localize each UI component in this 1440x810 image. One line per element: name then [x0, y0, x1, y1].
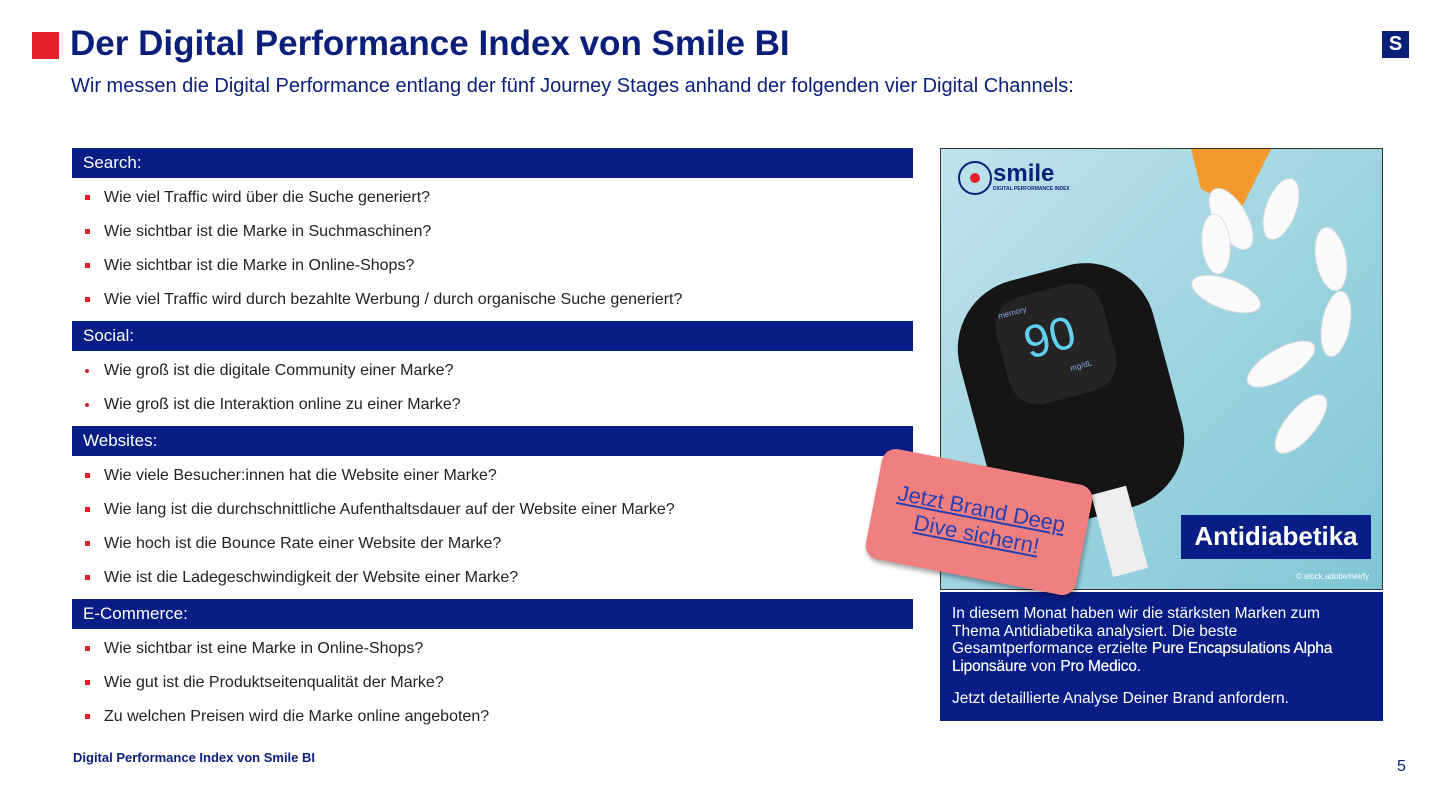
question: Wie groß ist die Interaktion online zu e… [72, 388, 913, 422]
section-heading: E-Commerce: [72, 599, 913, 629]
title-marker [32, 32, 59, 59]
sections: Search: Wie viel Traffic wird über die Su… [72, 148, 913, 738]
question: Wie viele Besucher:innen hat die Website… [72, 459, 913, 493]
section-items: Wie sichtbar ist eine Marke in Online-Sh… [72, 632, 913, 734]
section-heading: Websites: [72, 426, 913, 456]
section-heading: Social: [72, 321, 913, 351]
logo-text: smile [993, 160, 1054, 187]
logo-mark [958, 161, 992, 195]
question: Wie sichtbar ist eine Marke in Online-Sh… [72, 632, 913, 666]
subtitle: Wir messen die Digital Performance entla… [71, 75, 1074, 97]
info-box: In diesem Monat haben wir die stärksten … [940, 592, 1383, 721]
meter-screen [995, 283, 1117, 405]
question: Wie groß ist die digitale Community eine… [72, 354, 913, 388]
text: . [1136, 657, 1142, 675]
question: Wie viel Traffic wird über die Suche gen… [72, 181, 913, 215]
question: Wie ist die Ladegeschwindigkeit der Webs… [72, 561, 913, 595]
page-number: 5 [1397, 758, 1406, 775]
section-items: Wie groß ist die digitale Community eine… [72, 354, 913, 422]
question: Zu welchen Preisen wird die Marke online… [72, 700, 913, 734]
info-text: In diesem Monat haben wir die stärksten … [952, 605, 1371, 675]
text: In diesem Monat haben wir die stärksten … [952, 605, 1320, 657]
question: Wie lang ist die durchschnittliche Aufen… [72, 493, 913, 527]
pills [1191, 177, 1352, 454]
section-items: Wie viele Besucher:innen hat die Website… [72, 459, 913, 595]
image-credit: © stock.adobe/neirfy [1296, 572, 1369, 581]
brand-icon: S [1382, 31, 1409, 58]
title: Der Digital Performance Index von Smile … [70, 24, 790, 63]
highlight: Pro Medico [1060, 657, 1137, 675]
footer: Digital Performance Index von Smile BI [73, 750, 316, 765]
logo-tagline: DIGITAL PERFORMANCE INDEX [993, 186, 1070, 192]
test-strip [1091, 485, 1149, 578]
question: Wie gut ist die Produktseitenqualität de… [72, 666, 913, 700]
question: Wie hoch ist die Bounce Rate einer Websi… [72, 527, 913, 561]
highlight: Pure Encapsulations Alpha Liponsäure [952, 640, 1333, 675]
label-box [1181, 515, 1371, 559]
section-items: Wie viel Traffic wird über die Suche gen… [72, 181, 913, 317]
image-label: Antidiabetika [1194, 521, 1358, 551]
text: von [1026, 657, 1061, 675]
question: Wie sichtbar ist die Marke in Online-Sho… [72, 249, 913, 283]
question: Wie viel Traffic wird durch bezahlte Wer… [72, 283, 913, 317]
question: Wie sichtbar ist die Marke in Suchmaschi… [72, 215, 913, 249]
section-heading: Search: [72, 148, 913, 178]
logo-dot [970, 173, 980, 183]
cta: Jetzt detaillierte Analyse Deiner Brand … [952, 690, 1289, 707]
